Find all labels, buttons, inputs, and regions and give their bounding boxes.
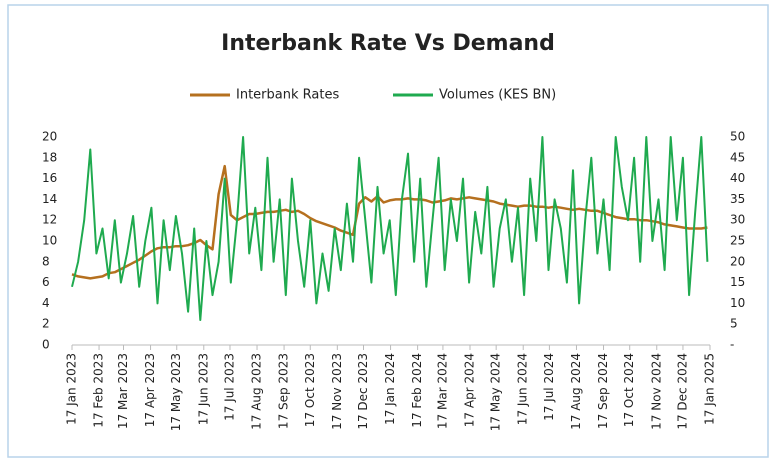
x-tick-label: 17 Jan 2023: [65, 353, 79, 425]
x-tick-label: 17 Mar 2023: [116, 353, 130, 429]
x-tick-label: 17 Sep 2023: [277, 353, 291, 429]
y-tick-label: 16: [42, 171, 57, 185]
x-tick-label: 17 Feb 2023: [92, 353, 106, 428]
x-tick-label: 17 Jun 2024: [516, 353, 530, 425]
x-tick-label: 17 Jan 2024: [383, 353, 397, 425]
x-tick-label: 17 Aug 2024: [569, 353, 583, 430]
x-tick-label: 17 May 2023: [169, 353, 183, 431]
legend-label: Volumes (KES BN): [439, 88, 556, 103]
x-tick-label: 17 Feb 2024: [410, 353, 424, 428]
x-tick-label: 17 Mar 2024: [435, 353, 449, 429]
series-line: [71, 136, 709, 321]
y2-tick-label: 35: [730, 192, 745, 206]
x-tick-label: 17 Jan 2025: [703, 353, 717, 425]
y2-tick-label: 15: [730, 275, 745, 289]
x-tick-label: 17 May 2024: [489, 353, 503, 431]
y-tick-label: 4: [42, 296, 50, 310]
y2-tick-label: 50: [730, 130, 745, 144]
y-tick-label: 2: [42, 317, 50, 331]
y-tick-label: 10: [42, 234, 57, 248]
x-tick-label: 17 Sep 2024: [596, 353, 610, 429]
y2-tick-label: -: [730, 338, 734, 352]
y-tick-label: 14: [42, 192, 57, 206]
x-tick-label: 17 Oct 2024: [622, 353, 636, 427]
y-tick-label: 6: [42, 275, 50, 289]
y-tick-label: 0: [42, 338, 50, 352]
y-tick-label: 8: [42, 254, 50, 268]
y-tick-label: 18: [42, 150, 57, 164]
y2-tick-label: 10: [730, 296, 745, 310]
y-tick-label: 12: [42, 213, 57, 227]
x-tick-label: 17 Jul 2024: [542, 353, 556, 421]
x-tick-label: 17 Apr 2023: [143, 353, 157, 427]
x-tick-label: 17 Oct 2023: [303, 353, 317, 427]
y-tick-label: 20: [42, 130, 57, 144]
y2-tick-label: 20: [730, 254, 745, 268]
x-tick-label: 17 Dec 2024: [675, 353, 689, 430]
y2-tick-label: 30: [730, 213, 745, 227]
x-tick-label: 17 Aug 2023: [250, 353, 264, 430]
legend-label: Interbank Rates: [236, 88, 339, 103]
x-tick-label: 17 Dec 2023: [356, 353, 370, 430]
x-tick-label: 17 Jun 2023: [196, 353, 210, 425]
x-tick-label: 17 Apr 2024: [462, 353, 476, 427]
x-tick-label: 17 Nov 2023: [330, 353, 344, 430]
chart-title: Interbank Rate Vs Demand: [221, 31, 555, 56]
y2-tick-label: 40: [730, 171, 745, 185]
x-tick-label: 17 Nov 2024: [649, 353, 663, 430]
y2-tick-label: 25: [730, 234, 745, 248]
y2-tick-label: 5: [730, 317, 738, 331]
y2-tick-label: 45: [730, 150, 745, 164]
x-tick-label: 17 Jul 2023: [222, 353, 236, 421]
